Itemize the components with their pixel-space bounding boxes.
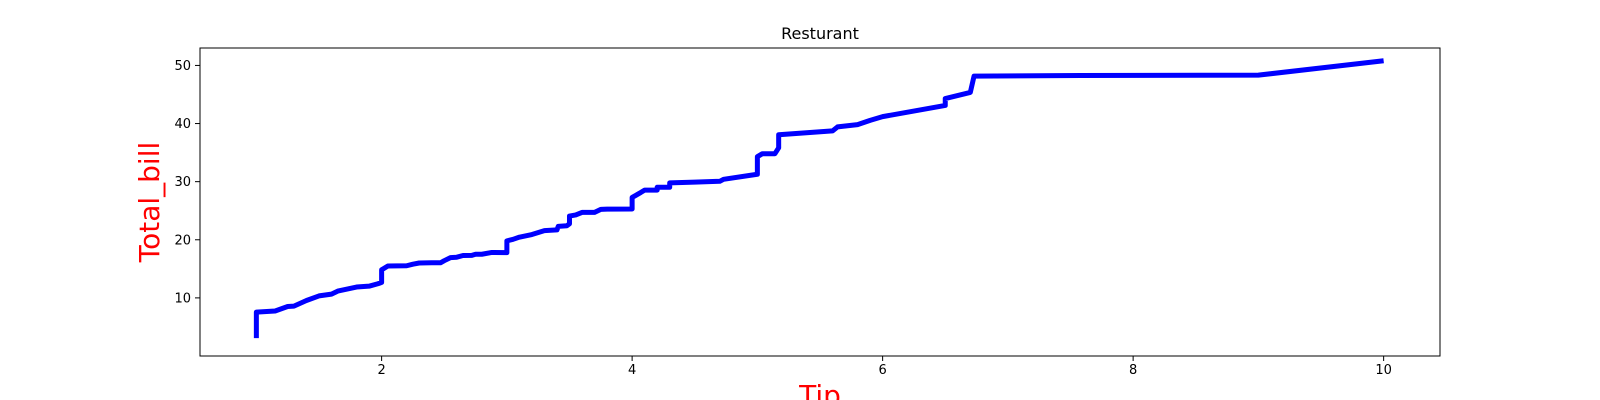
chart-marks bbox=[253, 58, 1384, 339]
y-axis-label: Total_bill bbox=[133, 142, 166, 264]
x-tick-label: 10 bbox=[1375, 363, 1392, 378]
x-axis: 2 4 6 8 10 bbox=[377, 356, 1392, 378]
y-tick-label: 40 bbox=[174, 117, 191, 132]
x-tick-label: 6 bbox=[878, 363, 886, 378]
chart-title: Resturant bbox=[781, 24, 859, 43]
x-tick-label: 4 bbox=[628, 363, 636, 378]
y-tick-label: 20 bbox=[174, 233, 191, 248]
x-tick-label: 8 bbox=[1129, 363, 1137, 378]
y-axis: 10 20 30 40 50 bbox=[174, 59, 200, 306]
x-tick-label: 2 bbox=[377, 363, 385, 378]
series-line-0 bbox=[253, 58, 1384, 339]
y-tick-label: 30 bbox=[174, 175, 191, 190]
y-tick-label: 10 bbox=[174, 291, 191, 306]
x-axis-label: Tip bbox=[798, 379, 841, 400]
plot-frame bbox=[199, 47, 1441, 357]
y-tick-label: 50 bbox=[174, 59, 191, 74]
plot-area bbox=[200, 48, 1440, 356]
